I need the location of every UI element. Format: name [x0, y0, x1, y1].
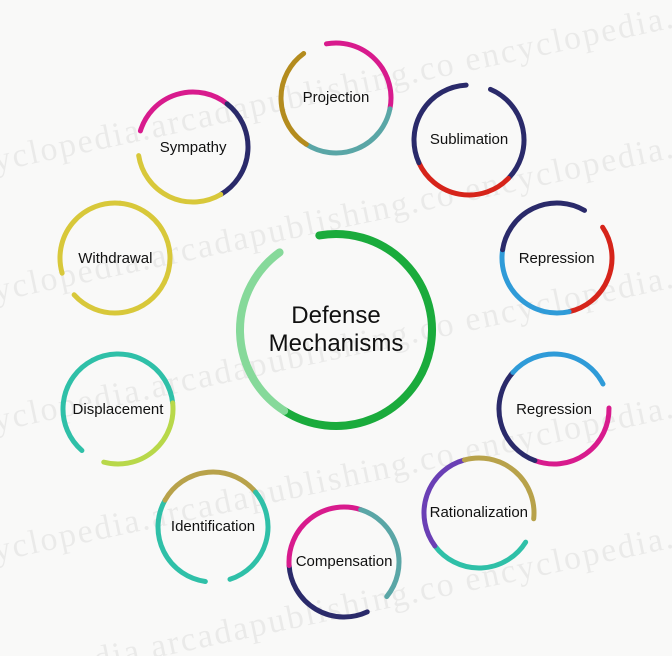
outer-node-repression-label: Repression [513, 250, 601, 267]
outer-node-repression: Repression [495, 196, 619, 320]
outer-node-identification-label: Identification [165, 518, 261, 535]
outer-node-displacement-ring-icon [56, 347, 180, 471]
diagram-canvas: encyclopedia.arcadapublishing.co encyclo… [0, 0, 672, 656]
watermark-row: encyclopedia.arcadapublishing.co encyclo… [0, 507, 672, 656]
outer-node-identification-ring-icon [151, 465, 275, 589]
outer-node-displacement-label: Displacement [67, 401, 170, 418]
outer-node-regression: Regression [492, 347, 616, 471]
outer-node-displacement: Displacement [56, 347, 180, 471]
outer-node-withdrawal-label: Withdrawal [72, 250, 158, 267]
outer-node-sympathy-ring-icon [131, 85, 255, 209]
outer-node-sublimation-ring-icon [407, 78, 531, 202]
center-node-ring-icon [230, 224, 442, 436]
outer-node-sublimation-label: Sublimation [424, 131, 514, 148]
outer-node-projection: Projection [274, 36, 398, 160]
watermark-row: encyclopedia.arcadapublishing.co encyclo… [0, 377, 672, 582]
outer-node-compensation-ring-icon [282, 500, 406, 624]
outer-node-withdrawal-ring-icon [53, 196, 177, 320]
outer-node-regression-label: Regression [510, 401, 598, 418]
outer-node-sympathy: Sympathy [131, 85, 255, 209]
outer-node-projection-ring-icon [274, 36, 398, 160]
outer-node-rationalization: Rationalization [417, 451, 541, 575]
outer-node-identification: Identification [151, 465, 275, 589]
outer-node-compensation-label: Compensation [290, 553, 399, 570]
outer-node-regression-ring-icon [492, 347, 616, 471]
watermark-row: encyclopedia.arcadapublishing.co encyclo… [0, 0, 672, 191]
outer-node-compensation: Compensation [282, 500, 406, 624]
outer-node-withdrawal: Withdrawal [53, 196, 177, 320]
outer-node-rationalization-ring-icon [417, 451, 541, 575]
watermark-row: encyclopedia.arcadapublishing.co encyclo… [0, 247, 672, 452]
center-node: DefenseMechanisms [230, 224, 442, 436]
center-node-label: DefenseMechanisms [263, 302, 410, 357]
outer-node-projection-label: Projection [297, 89, 376, 106]
watermark-row: encyclopedia.arcadapublishing.co encyclo… [0, 117, 672, 322]
outer-node-sympathy-label: Sympathy [154, 139, 233, 156]
outer-node-repression-ring-icon [495, 196, 619, 320]
outer-node-rationalization-label: Rationalization [424, 504, 534, 521]
outer-node-sublimation: Sublimation [407, 78, 531, 202]
